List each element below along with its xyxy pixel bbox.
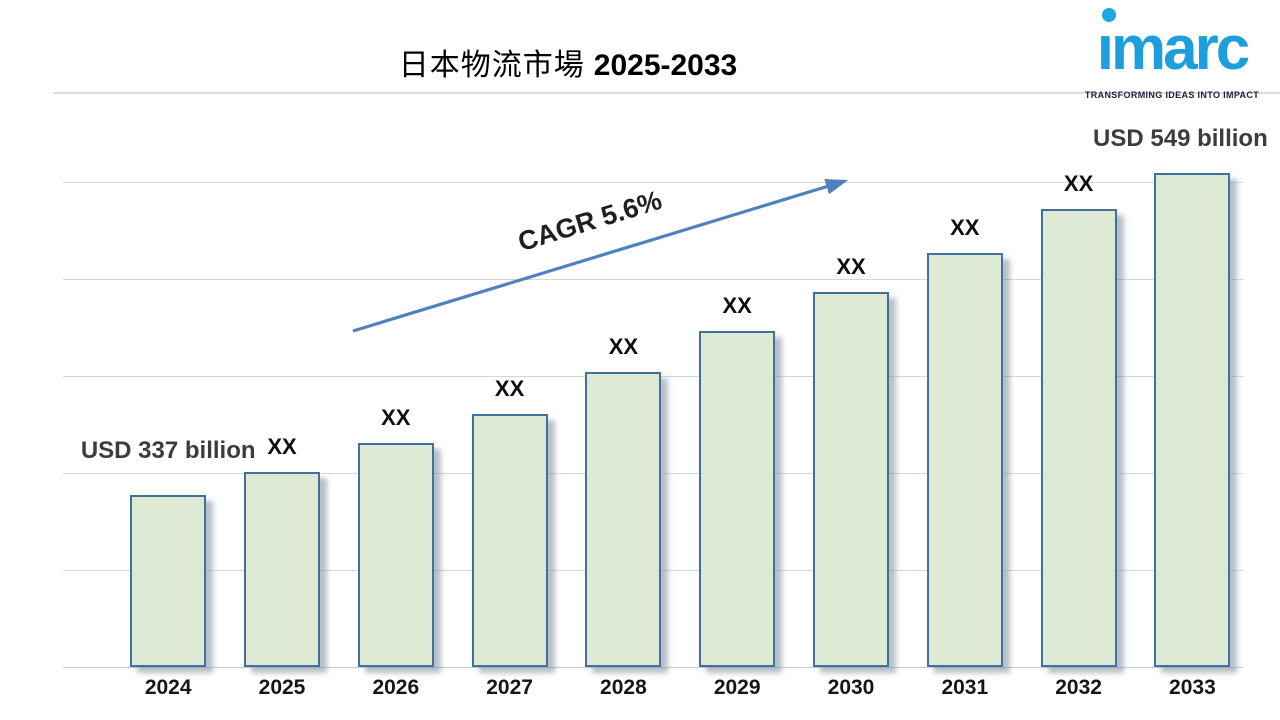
bar-value-label: XX bbox=[1063, 171, 1094, 196]
x-axis-label-2033: 2033 bbox=[1169, 676, 1216, 699]
x-axis-label-2024: 2024 bbox=[144, 676, 192, 699]
bar-2027 bbox=[471, 414, 548, 667]
imarc-logo-wordmark: ımarc bbox=[1096, 8, 1250, 88]
x-axis-label-2030: 2030 bbox=[827, 676, 875, 699]
bar-value-label: USD 337 billion bbox=[80, 437, 256, 464]
gridline bbox=[63, 182, 1243, 183]
bar-2033 bbox=[1154, 173, 1231, 667]
gridline bbox=[63, 279, 1243, 280]
x-axis-label-2032: 2032 bbox=[1055, 676, 1102, 699]
bar-2024 bbox=[130, 495, 207, 667]
x-axis-label-2027: 2027 bbox=[486, 676, 533, 699]
chart-title-main: 日本物流市場 bbox=[398, 49, 585, 82]
x-axis-label-2025: 2025 bbox=[258, 676, 306, 699]
imarc-logo-tagline: TRANSFORMING IDEAS INTO IMPACT bbox=[1084, 89, 1260, 100]
chart-title: 日本物流市場 2025-2033 bbox=[0, 40, 1136, 84]
bar-2030 bbox=[813, 292, 889, 667]
chart-title-range: 2025-2033 bbox=[593, 49, 738, 82]
bar-value-label: XX bbox=[381, 405, 411, 430]
imarc-logo-text: ımarc bbox=[1096, 14, 1250, 83]
x-axis-label-2031: 2031 bbox=[941, 676, 989, 699]
bar-value-label: XX bbox=[494, 376, 525, 401]
imarc-logo: ımarc TRANSFORMING IDEAS INTO IMPACT bbox=[1074, 8, 1270, 100]
bar-2028 bbox=[585, 372, 662, 667]
header-divider bbox=[53, 92, 1280, 94]
bar-2029 bbox=[699, 331, 776, 667]
bar-value-label: XX bbox=[950, 215, 980, 240]
bar-value-label: XX bbox=[267, 434, 297, 459]
bar-value-label: XX bbox=[722, 293, 752, 318]
cagr-arrow-line bbox=[352, 178, 849, 333]
bar-2032 bbox=[1040, 209, 1117, 667]
x-axis-label-2028: 2028 bbox=[600, 676, 647, 699]
x-axis-label-2029: 2029 bbox=[713, 676, 761, 699]
bar-value-label: XX bbox=[836, 254, 866, 279]
bar-value-label: USD 549 billion bbox=[1093, 125, 1268, 152]
imarc-logo-dot-icon bbox=[1101, 8, 1116, 22]
bar-2025 bbox=[244, 472, 320, 667]
bar-2031 bbox=[926, 253, 1003, 667]
x-axis-line bbox=[63, 667, 1243, 668]
bar-2026 bbox=[357, 443, 434, 667]
x-axis-label-2026: 2026 bbox=[372, 676, 420, 699]
bar-value-label: XX bbox=[608, 334, 639, 359]
